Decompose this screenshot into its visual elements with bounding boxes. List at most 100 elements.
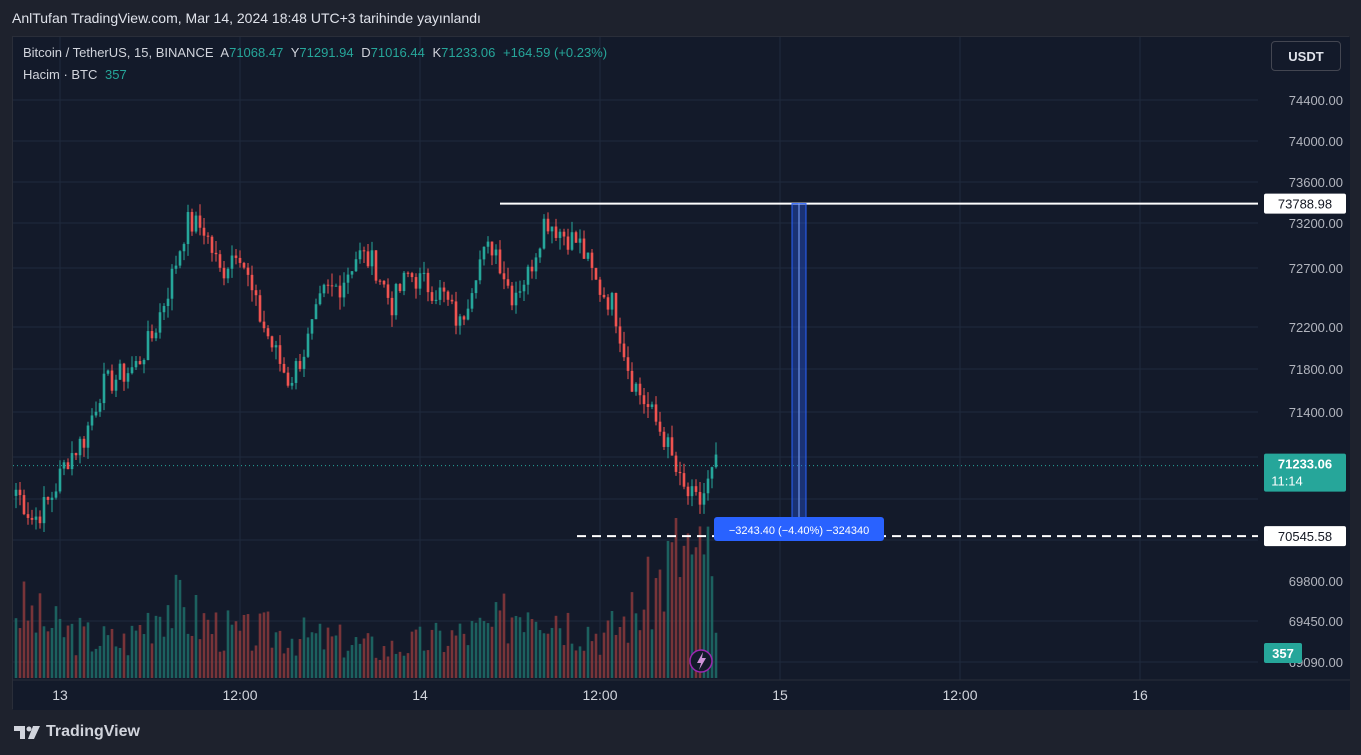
price-tick-label: 73600.00 bbox=[1289, 175, 1343, 190]
time-tick-label: 14 bbox=[412, 687, 428, 703]
volume-bar bbox=[34, 632, 38, 678]
candle-body bbox=[30, 517, 34, 520]
volume-bar bbox=[38, 593, 42, 678]
volume-bar bbox=[14, 618, 18, 678]
volume-bar bbox=[638, 630, 642, 678]
volume-bar bbox=[90, 651, 94, 678]
volume-label[interactable]: Hacim · BTC bbox=[23, 67, 98, 82]
volume-bar bbox=[694, 547, 698, 678]
candle-body bbox=[630, 370, 634, 392]
candle-body bbox=[642, 395, 646, 405]
candle-body bbox=[626, 357, 630, 371]
lightning-icon[interactable] bbox=[689, 649, 713, 673]
candle-body bbox=[198, 215, 202, 228]
candle-body bbox=[162, 306, 166, 313]
volume-bar bbox=[438, 630, 442, 678]
volume-bar bbox=[494, 602, 498, 678]
candle-body bbox=[538, 248, 542, 258]
volume-bar bbox=[82, 626, 86, 678]
volume-bar bbox=[446, 645, 450, 678]
volume-bar bbox=[110, 628, 114, 678]
candle-body bbox=[650, 404, 654, 407]
volume-bar bbox=[374, 657, 378, 678]
open-label: A bbox=[220, 45, 230, 60]
volume-bar bbox=[542, 633, 546, 678]
volume-bars bbox=[14, 518, 718, 678]
candle-body bbox=[702, 493, 706, 505]
resistance-price-tag-bg[interactable] bbox=[1264, 193, 1346, 214]
candle-body bbox=[442, 287, 446, 292]
candle-body bbox=[438, 287, 442, 300]
volume-bar bbox=[590, 641, 594, 678]
candle-body bbox=[86, 425, 90, 448]
volume-bar bbox=[174, 574, 178, 678]
candle-body bbox=[382, 280, 386, 285]
volume-bar bbox=[182, 607, 186, 678]
candle-body bbox=[514, 292, 518, 306]
brand-name[interactable]: TradingView bbox=[46, 723, 140, 740]
candle-body bbox=[430, 292, 434, 301]
candle-body bbox=[562, 231, 566, 237]
tradingview-logo-icon[interactable] bbox=[14, 724, 42, 740]
measure-label: −3243.40 (−4.40%) −324340 bbox=[729, 525, 869, 537]
volume-bar bbox=[86, 622, 90, 678]
candle-body bbox=[646, 404, 650, 407]
measure-label-box[interactable] bbox=[714, 517, 884, 541]
volume-bar bbox=[118, 647, 122, 678]
time-tick-label: 12:00 bbox=[582, 687, 617, 703]
volume-bar bbox=[518, 617, 522, 678]
volume-bar bbox=[286, 647, 290, 678]
current-price-tag-bg[interactable] bbox=[1264, 453, 1346, 492]
volume-bar bbox=[666, 540, 670, 678]
symbol-title[interactable]: Bitcoin / TetherUS, 15, BINANCE bbox=[23, 45, 214, 60]
time-tick-label: 12:00 bbox=[942, 687, 977, 703]
candle-body bbox=[158, 312, 162, 333]
current-price-tag: 71233.06 bbox=[1278, 457, 1332, 472]
candle-body bbox=[534, 257, 538, 272]
candle-body bbox=[490, 241, 494, 256]
candle-body bbox=[606, 297, 610, 310]
drawing-lines[interactable]: −3243.40 (−4.40%) −324340 bbox=[13, 202, 1258, 541]
chart-panel[interactable]: −3243.40 (−4.40%) −324340 74400.00 74000.… bbox=[12, 36, 1350, 710]
candle-body bbox=[638, 383, 642, 396]
time-axis[interactable]: 13 12:00 14 12:00 15 12:00 16 bbox=[13, 679, 1350, 710]
price-axis[interactable]: 74400.00 74000.00 73600.00 73200.00 72700.00… bbox=[689, 37, 1350, 680]
support-price-tag-bg[interactable] bbox=[1264, 526, 1346, 547]
volume-bar bbox=[486, 623, 490, 678]
candle-body bbox=[38, 516, 42, 524]
low-value: 71016.44 bbox=[370, 45, 425, 60]
currency-button[interactable]: USDT bbox=[1271, 41, 1341, 71]
chart-canvas[interactable]: −3243.40 (−4.40%) −324340 74400.00 74000.… bbox=[13, 37, 1350, 710]
volume-bar bbox=[242, 614, 246, 678]
volume-bar bbox=[78, 617, 82, 678]
candle-body bbox=[526, 266, 530, 285]
volume-bar bbox=[702, 554, 706, 678]
candle-body bbox=[286, 372, 290, 386]
candle-body bbox=[58, 468, 62, 492]
candle-body bbox=[70, 453, 74, 470]
candle-body bbox=[306, 333, 310, 357]
volume-bar bbox=[150, 643, 154, 678]
candle-body bbox=[218, 254, 222, 268]
volume-bar bbox=[322, 649, 326, 678]
volume-bar bbox=[290, 638, 294, 678]
candle-body bbox=[50, 497, 54, 500]
candle-body bbox=[78, 438, 82, 456]
volume-bar bbox=[554, 615, 558, 678]
volume-bar bbox=[650, 629, 654, 678]
candle-body bbox=[18, 489, 22, 496]
published-info: AnlTufan TradingView.com, Mar 14, 2024 1… bbox=[12, 10, 481, 26]
candle-body bbox=[350, 271, 354, 275]
candle-body bbox=[214, 252, 218, 255]
candle-body bbox=[446, 291, 450, 300]
volume-bar bbox=[514, 615, 518, 678]
candle-body bbox=[542, 218, 546, 249]
volume-legend: Hacim · BTC 357 bbox=[23, 67, 131, 82]
close-label: K bbox=[432, 45, 442, 60]
candle-body bbox=[298, 361, 302, 369]
volume-bar bbox=[230, 624, 234, 678]
candle-body bbox=[270, 336, 274, 348]
volume-bar bbox=[310, 632, 314, 678]
volume-tag-bg[interactable] bbox=[1264, 643, 1302, 663]
time-axis-bg bbox=[13, 680, 1350, 710]
